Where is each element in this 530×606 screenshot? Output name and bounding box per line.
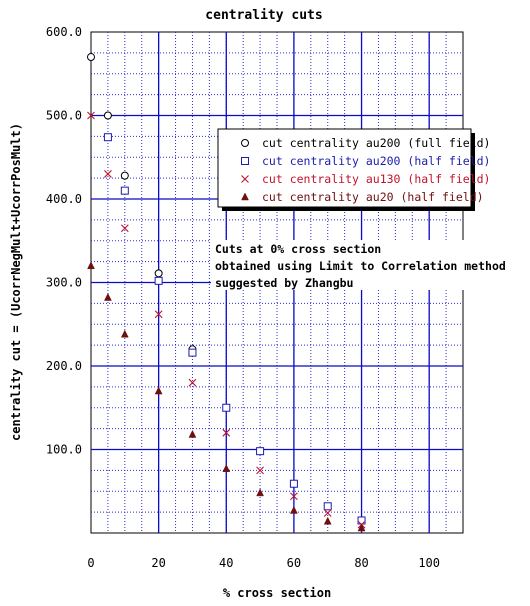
x-tick-label: 0 (87, 556, 94, 570)
x-tick-label: 60 (287, 556, 301, 570)
data-point-square (188, 348, 197, 357)
legend-box (217, 128, 472, 208)
data-point-square (256, 447, 265, 456)
data-point-cross (87, 111, 95, 120)
data-point-cross (256, 466, 264, 475)
data-point-square (289, 479, 298, 488)
data-point-triangle (256, 488, 264, 497)
annotation-box: Cuts at 0% cross section obtained using … (211, 240, 523, 290)
y-axis-tick-labels: 100.0 200.0 300.0 400.0 500.0 600.0 (46, 25, 82, 457)
legend-item: cut centrality au200 (half field) (241, 154, 490, 168)
x-tick-label: 100 (418, 556, 440, 570)
data-point-triangle (154, 386, 163, 395)
data-point-cross (241, 175, 249, 183)
data-point-triangle (222, 464, 231, 472)
legend-item: cut centrality au20 (half field) (241, 190, 484, 204)
y-axis-label: centrality cut = (UcorrNegMult+UcorrPosM… (9, 123, 23, 441)
series-square (103, 133, 366, 525)
x-axis-label: % cross section (223, 586, 331, 600)
data-point-square (120, 186, 129, 195)
x-tick-label: 20 (151, 556, 165, 570)
data-point-triangle (290, 505, 298, 514)
series-triangle (87, 261, 366, 532)
legend-label: cut centrality au200 (half field) (262, 154, 490, 168)
data-point-triangle (104, 292, 112, 301)
data-point-cross (104, 170, 112, 178)
annotation-line-2: obtained using Limit to Correlation meth… (215, 259, 506, 273)
data-point-square (323, 502, 332, 511)
data-point-cross (323, 509, 332, 517)
y-tick-label: 300.0 (46, 276, 82, 290)
chart-title: centrality cuts (205, 8, 322, 23)
x-tick-label: 80 (354, 556, 368, 570)
data-point-cross (154, 310, 163, 319)
data-point-circle (120, 171, 129, 180)
data-point-square (222, 403, 231, 412)
data-point-circle (154, 269, 163, 278)
y-tick-label: 500.0 (46, 109, 82, 123)
data-point-triangle (87, 261, 95, 270)
data-point-cross (120, 224, 129, 233)
data-point-triangle (188, 429, 197, 438)
data-point-cross (222, 428, 231, 437)
x-axis-tick-labels: 0 20 40 60 80 100 (87, 556, 440, 570)
legend-label: cut centrality au200 (full field) (262, 136, 490, 150)
legend: cut centrality au200 (full field) cut cen… (217, 128, 490, 211)
data-point-cross (188, 378, 197, 387)
y-tick-label: 100.0 (46, 443, 82, 457)
series-x (87, 111, 366, 529)
data-point-square (241, 157, 249, 165)
y-tick-label: 400.0 (46, 192, 82, 206)
data-point-triangle (241, 192, 249, 201)
data-point-cross (290, 492, 298, 501)
data-point-square (103, 133, 112, 142)
legend-item: cut centrality au200 (full field) (241, 136, 490, 150)
annotation-line-1: Cuts at 0% cross section (215, 242, 381, 256)
y-tick-label: 200.0 (46, 359, 82, 373)
data-point-circle (241, 139, 249, 147)
y-tick-label: 600.0 (46, 25, 82, 39)
data-point-square (154, 276, 163, 285)
x-tick-label: 40 (219, 556, 233, 570)
data-point-circle (87, 53, 95, 62)
legend-item: cut centrality au130 (half field) (241, 172, 490, 186)
annotation-line-3: suggested by Zhangbu (215, 276, 353, 290)
series-layer (87, 53, 366, 532)
legend-label: cut centrality au20 (half field) (262, 190, 484, 204)
data-point-triangle (357, 523, 366, 532)
data-point-circle (103, 111, 112, 120)
data-point-triangle (323, 516, 332, 525)
data-point-triangle (120, 329, 129, 338)
legend-label: cut centrality au130 (half field) (262, 172, 490, 186)
